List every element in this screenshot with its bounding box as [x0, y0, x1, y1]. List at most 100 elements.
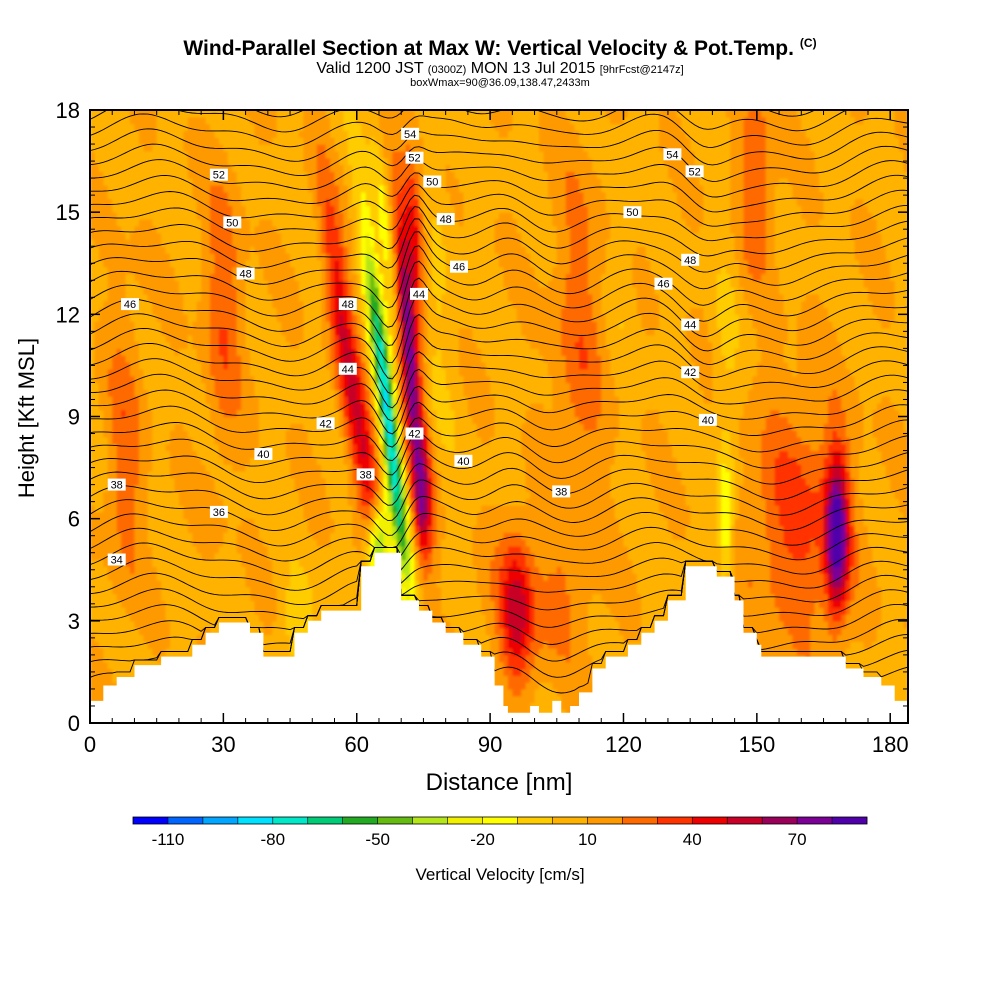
velocity-cell: [179, 144, 184, 151]
velocity-cell: [188, 328, 193, 335]
velocity-cell: [241, 192, 246, 199]
velocity-cell: [148, 451, 153, 458]
velocity-cell: [281, 417, 286, 424]
velocity-cell: [254, 376, 259, 383]
velocity-cell: [174, 614, 179, 621]
velocity-cell: [228, 171, 233, 178]
velocity-cell: [299, 560, 304, 567]
velocity-cell: [210, 485, 215, 492]
velocity-cell: [139, 362, 144, 369]
velocity-cell: [152, 587, 157, 594]
velocity-cell: [277, 471, 282, 478]
velocity-cell: [299, 607, 304, 614]
velocity-cell: [201, 423, 206, 430]
velocity-cell: [130, 321, 135, 328]
velocity-cell: [295, 369, 300, 376]
velocity-cell: [223, 403, 228, 410]
velocity-cell: [259, 403, 264, 410]
velocity-cell: [103, 600, 108, 607]
velocity-cell: [259, 314, 264, 321]
velocity-cell: [192, 512, 197, 519]
velocity-cell: [277, 117, 282, 124]
velocity-cell: [286, 471, 291, 478]
velocity-cell: [94, 594, 99, 601]
velocity-cell: [223, 124, 228, 131]
velocity-cell: [174, 594, 179, 601]
velocity-cell: [117, 519, 122, 526]
velocity-cell: [121, 219, 126, 226]
velocity-cell: [272, 573, 277, 580]
velocity-cell: [188, 457, 193, 464]
velocity-cell: [286, 444, 291, 451]
velocity-cell: [183, 525, 188, 532]
velocity-cell: [188, 573, 193, 580]
velocity-cell: [108, 396, 113, 403]
velocity-cell: [326, 151, 331, 158]
velocity-cell: [263, 560, 268, 567]
velocity-cell: [170, 498, 175, 505]
velocity-cell: [179, 199, 184, 206]
velocity-cell: [166, 539, 171, 546]
velocity-cell: [148, 430, 153, 437]
velocity-cell: [117, 662, 122, 669]
velocity-cell: [201, 437, 206, 444]
velocity-cell: [192, 417, 197, 424]
velocity-cell: [268, 130, 273, 137]
velocity-cell: [152, 430, 157, 437]
velocity-cell: [157, 199, 162, 206]
velocity-cell: [219, 287, 224, 294]
velocity-cell: [161, 158, 166, 165]
velocity-cell: [277, 628, 282, 635]
velocity-cell: [148, 164, 153, 171]
velocity-cell: [286, 144, 291, 151]
velocity-cell: [286, 389, 291, 396]
velocity-cell: [143, 655, 148, 662]
velocity-cell: [148, 219, 153, 226]
velocity-cell: [183, 491, 188, 498]
velocity-cell: [130, 267, 135, 274]
velocity-cell: [317, 219, 322, 226]
velocity-cell: [143, 614, 148, 621]
velocity-cell: [210, 199, 215, 206]
velocity-cell: [286, 294, 291, 301]
velocity-cell: [143, 314, 148, 321]
velocity-cell: [170, 192, 175, 199]
velocity-cell: [197, 634, 202, 641]
velocity-cell: [321, 437, 326, 444]
velocity-cell: [223, 369, 228, 376]
velocity-cell: [188, 226, 193, 233]
velocity-cell: [161, 525, 166, 532]
velocity-cell: [326, 525, 331, 532]
velocity-cell: [237, 253, 242, 260]
velocity-cell: [308, 457, 313, 464]
velocity-cell: [286, 267, 291, 274]
velocity-cell: [223, 607, 228, 614]
velocity-cell: [228, 600, 233, 607]
velocity-cell: [179, 185, 184, 192]
velocity-cell: [112, 192, 117, 199]
velocity-cell: [303, 444, 308, 451]
velocity-cell: [179, 328, 184, 335]
velocity-cell: [250, 471, 255, 478]
velocity-cell: [268, 328, 273, 335]
velocity-cell: [94, 621, 99, 628]
velocity-cell: [134, 287, 139, 294]
velocity-cell: [161, 355, 166, 362]
velocity-cell: [130, 205, 135, 212]
velocity-cell: [330, 451, 335, 458]
velocity-cell: [286, 287, 291, 294]
velocity-cell: [254, 587, 259, 594]
velocity-cell: [254, 185, 259, 192]
velocity-cell: [286, 512, 291, 519]
velocity-cell: [166, 382, 171, 389]
velocity-cell: [223, 519, 228, 526]
velocity-cell: [112, 185, 117, 192]
velocity-cell: [166, 199, 171, 206]
velocity-cell: [143, 137, 148, 144]
velocity-cell: [299, 464, 304, 471]
velocity-cell: [246, 539, 251, 546]
velocity-cell: [134, 451, 139, 458]
velocity-cell: [152, 471, 157, 478]
velocity-cell: [201, 273, 206, 280]
velocity-cell: [206, 580, 211, 587]
